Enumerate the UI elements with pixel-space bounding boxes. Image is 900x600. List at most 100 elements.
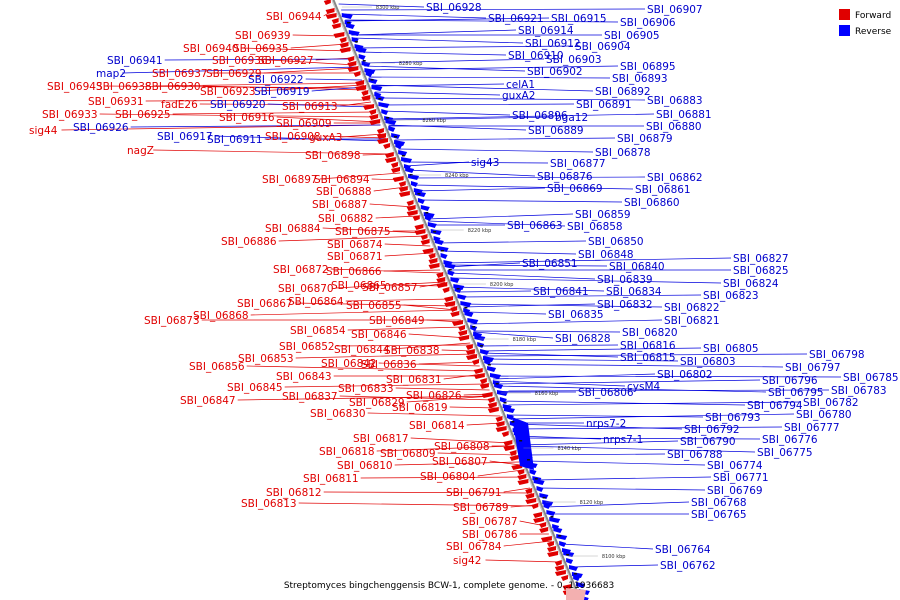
forward-gene-glyph[interactable] (458, 330, 468, 336)
forward-gene-glyph[interactable] (444, 296, 454, 302)
forward-gene-glyph[interactable] (501, 431, 509, 437)
reverse-gene-glyph[interactable] (529, 469, 537, 475)
forward-gene-glyph[interactable] (479, 378, 487, 384)
forward-gene-label[interactable]: SBI_06813 (241, 498, 297, 510)
reverse-gene-glyph[interactable] (553, 527, 563, 533)
forward-gene-label[interactable]: SBI_06937 (152, 68, 208, 80)
reverse-gene-label[interactable]: SBI_06879 (617, 133, 673, 145)
forward-gene-label[interactable]: sig42 (453, 555, 481, 567)
forward-gene-glyph[interactable] (339, 47, 351, 53)
reverse-gene-glyph[interactable] (348, 30, 360, 36)
reverse-gene-label[interactable]: SBI_06889 (528, 125, 584, 137)
forward-gene-label[interactable]: SBI_06923 (200, 86, 256, 98)
reverse-gene-label[interactable]: SBI_06806 (578, 387, 634, 399)
forward-gene-label[interactable]: SBI_06886 (221, 236, 277, 248)
reverse-gene-glyph[interactable] (460, 301, 472, 307)
forward-gene-glyph[interactable] (414, 224, 424, 230)
forward-gene-glyph[interactable] (525, 493, 535, 499)
reverse-gene-label[interactable]: SBI_06878 (595, 147, 651, 159)
reverse-gene-label[interactable]: SBI_06762 (660, 560, 716, 572)
forward-gene-label[interactable]: SBI_06812 (266, 487, 322, 499)
reverse-gene-glyph[interactable] (454, 287, 462, 293)
forward-gene-label[interactable]: SBI_06894 (314, 174, 370, 186)
forward-gene-glyph[interactable] (347, 56, 355, 62)
forward-gene-label[interactable]: SBI_06908 (265, 131, 321, 143)
forward-gene-glyph[interactable] (451, 320, 463, 326)
forward-gene-glyph[interactable] (465, 354, 477, 360)
reverse-gene-glyph[interactable] (536, 486, 544, 492)
reverse-gene-glyph[interactable] (566, 558, 574, 564)
forward-gene-glyph[interactable] (554, 560, 562, 566)
forward-gene-label[interactable]: SBI_06916 (219, 112, 275, 124)
reverse-gene-label[interactable]: SBI_06893 (612, 73, 668, 85)
reverse-gene-label[interactable]: SBI_06919 (254, 86, 310, 98)
reverse-gene-glyph[interactable] (556, 534, 568, 540)
forward-gene-label[interactable]: SBI_06913 (282, 101, 338, 113)
forward-gene-glyph[interactable] (369, 114, 379, 120)
reverse-gene-label[interactable]: SBI_06920 (210, 99, 266, 111)
nrps-gene-block[interactable] (512, 417, 534, 470)
reverse-gene-label[interactable]: SBI_06796 (762, 375, 818, 387)
forward-gene-label[interactable]: SBI_06842 (321, 358, 377, 370)
reverse-gene-label[interactable]: SBI_06788 (667, 449, 723, 461)
forward-gene-label[interactable]: SBI_06939 (235, 30, 291, 42)
reverse-gene-label[interactable]: SBI_06883 (647, 95, 703, 107)
forward-gene-glyph[interactable] (517, 474, 527, 480)
forward-gene-label[interactable]: SBI_06925 (115, 109, 171, 121)
forward-gene-label[interactable]: SBI_06854 (290, 325, 346, 337)
forward-gene-label[interactable]: SBI_06829 (349, 397, 405, 409)
reverse-gene-label[interactable]: SBI_06824 (723, 278, 779, 290)
reverse-gene-label[interactable]: SBI_06903 (546, 54, 602, 66)
forward-gene-glyph[interactable] (473, 373, 485, 379)
forward-gene-glyph[interactable] (377, 138, 389, 144)
forward-gene-glyph[interactable] (325, 8, 335, 14)
reverse-gene-label[interactable]: SBI_06928 (426, 2, 482, 14)
reverse-gene-label[interactable]: SBI_06793 (705, 412, 761, 424)
reverse-gene-label[interactable]: SBI_06834 (606, 286, 662, 298)
reverse-gene-label[interactable]: SBI_06776 (762, 434, 818, 446)
reverse-gene-label[interactable]: SBI_06859 (575, 209, 631, 221)
forward-gene-label[interactable]: SBI_06784 (446, 541, 502, 553)
forward-gene-label[interactable]: SBI_06826 (406, 390, 462, 402)
reverse-gene-label[interactable]: SBI_06802 (657, 369, 713, 381)
reverse-gene-glyph[interactable] (559, 541, 567, 547)
forward-gene-label[interactable]: SBI_06789 (453, 502, 509, 514)
forward-gene-glyph[interactable] (406, 200, 414, 206)
forward-gene-glyph[interactable] (339, 37, 347, 43)
reverse-gene-label[interactable]: SBI_06785 (843, 372, 899, 384)
forward-gene-label[interactable]: SBI_06873 (144, 315, 200, 327)
reverse-gene-glyph[interactable] (427, 222, 437, 228)
forward-gene-glyph[interactable] (458, 325, 466, 331)
forward-gene-glyph[interactable] (503, 440, 513, 446)
reverse-gene-label[interactable]: SBI_06839 (597, 274, 653, 286)
forward-gene-label[interactable]: SBI_06849 (369, 315, 425, 327)
reverse-gene-label[interactable]: SBI_06783 (831, 385, 887, 397)
forward-gene-glyph[interactable] (353, 71, 361, 77)
forward-gene-glyph[interactable] (420, 234, 428, 240)
forward-gene-label[interactable]: SBI_06833 (338, 383, 394, 395)
reverse-gene-glyph[interactable] (368, 78, 378, 84)
forward-gene-label[interactable]: SBI_06855 (346, 300, 402, 312)
forward-gene-label[interactable]: fadE26 (161, 99, 198, 111)
reverse-gene-label[interactable]: SBI_06841 (533, 286, 589, 298)
forward-gene-label[interactable]: SBI_06936 (212, 55, 268, 67)
reverse-gene-label[interactable]: SBI_06780 (796, 409, 852, 421)
forward-gene-glyph[interactable] (487, 402, 497, 408)
forward-gene-glyph[interactable] (450, 311, 460, 317)
forward-gene-glyph[interactable] (376, 133, 386, 139)
reverse-gene-glyph[interactable] (546, 510, 556, 516)
forward-gene-glyph[interactable] (390, 162, 398, 168)
reverse-gene-glyph[interactable] (480, 349, 490, 355)
forward-gene-glyph[interactable] (412, 215, 420, 221)
forward-gene-glyph[interactable] (472, 359, 480, 365)
reverse-gene-label[interactable]: SBI_06794 (747, 400, 803, 412)
forward-gene-label[interactable]: SBI_06845 (227, 382, 283, 394)
forward-gene-glyph[interactable] (428, 258, 438, 264)
reverse-gene-label[interactable]: SBI_06850 (588, 236, 644, 248)
reverse-gene-label[interactable]: guxA2 (502, 90, 535, 102)
reverse-gene-glyph[interactable] (417, 198, 425, 204)
reverse-gene-glyph[interactable] (569, 565, 579, 571)
forward-gene-glyph[interactable] (442, 287, 450, 293)
reverse-gene-label[interactable]: SBI_06904 (575, 41, 631, 53)
reverse-gene-glyph[interactable] (434, 239, 444, 245)
